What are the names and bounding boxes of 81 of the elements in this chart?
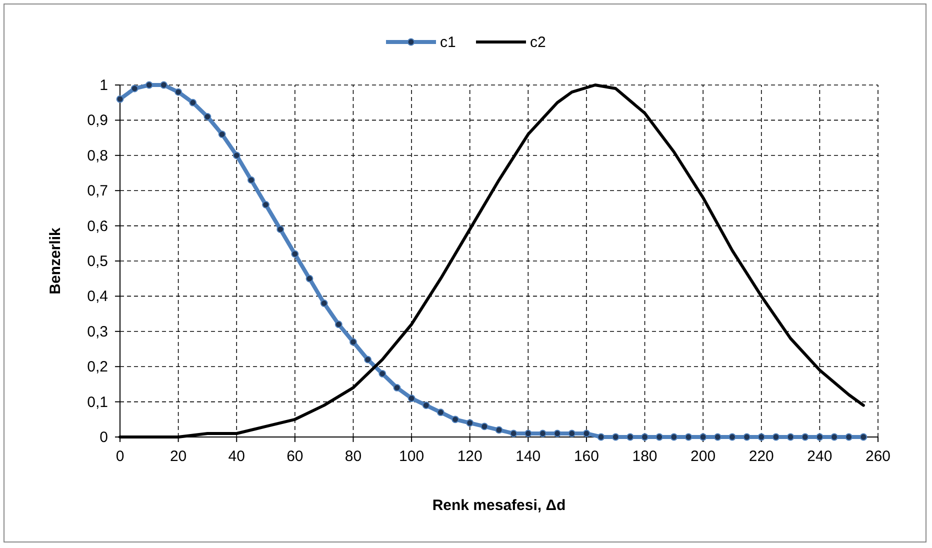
point: [276, 226, 284, 234]
y-tick-label: 0,4: [87, 288, 108, 306]
point: [670, 433, 678, 441]
x-tick-label: 40: [228, 448, 245, 465]
point: [554, 430, 562, 438]
y-tick-label: 0,7: [87, 182, 108, 200]
x-tick-label: 60: [286, 448, 304, 465]
point: [174, 88, 182, 96]
point: [466, 419, 474, 427]
y-tick-label: 0,8: [87, 147, 108, 164]
point: [860, 433, 868, 441]
point: [597, 433, 605, 441]
x-axis-title: Renk mesafesi, Δd: [432, 497, 566, 514]
point: [218, 130, 226, 138]
x-tick-label: 220: [748, 448, 774, 465]
point: [116, 95, 124, 103]
point: [262, 200, 270, 208]
point: [408, 394, 416, 402]
x-tick-label: 120: [457, 448, 482, 465]
point: [568, 430, 576, 438]
x-tick-label: 180: [632, 448, 658, 465]
point: [145, 81, 153, 89]
point: [160, 81, 168, 89]
point: [291, 250, 299, 258]
x-tick-label: 20: [170, 448, 187, 465]
point: [393, 384, 401, 392]
point: [845, 433, 853, 441]
point: [320, 300, 328, 307]
point: [582, 430, 590, 438]
point: [436, 408, 444, 416]
point: [130, 84, 138, 92]
y-tick-label: 0,6: [87, 218, 108, 235]
point: [232, 152, 240, 160]
point: [758, 433, 766, 441]
x-tick-label: 140: [516, 448, 541, 465]
point: [204, 112, 212, 120]
point: [830, 433, 838, 441]
y-tick-label: 0: [100, 429, 108, 446]
point: [612, 433, 620, 441]
point: [364, 356, 372, 364]
point: [247, 176, 255, 184]
y-tick-label: 0,1: [87, 394, 108, 411]
x-tick-label: 260: [865, 448, 891, 465]
point: [350, 338, 357, 346]
point: [626, 433, 634, 441]
point: [189, 98, 197, 106]
y-tick-label: 0,5: [87, 253, 108, 270]
point: [699, 433, 707, 441]
point: [334, 320, 342, 328]
point: [510, 430, 518, 438]
point: [480, 422, 488, 430]
point: [641, 433, 648, 441]
y-axis-title: Benzerlik: [47, 227, 64, 294]
point: [422, 402, 430, 410]
point: [772, 433, 780, 441]
legend-label: c2: [530, 34, 546, 51]
y-tick-label: 0,2: [87, 358, 108, 376]
y-tick-label: 0,9: [87, 112, 108, 130]
point: [452, 416, 459, 424]
x-tick-label: 0: [116, 448, 124, 465]
x-tick-label: 240: [807, 448, 832, 465]
point: [786, 433, 794, 441]
point: [801, 433, 809, 441]
point: [743, 433, 751, 441]
point: [728, 433, 736, 441]
point: [539, 430, 546, 438]
x-tick-label: 100: [399, 448, 424, 465]
point: [684, 433, 692, 441]
x-tick-label: 80: [344, 448, 362, 465]
point: [714, 433, 722, 441]
point: [495, 426, 503, 434]
point: [306, 274, 314, 282]
point: [816, 433, 824, 441]
point: [656, 433, 664, 441]
point: [524, 430, 532, 438]
y-tick-label: 0,3: [87, 323, 108, 340]
y-tick-label: 1: [100, 77, 108, 94]
legend-label: c1: [440, 34, 456, 51]
x-tick-label: 160: [574, 448, 599, 465]
x-tick-label: 200: [690, 448, 716, 465]
point: [378, 370, 386, 378]
